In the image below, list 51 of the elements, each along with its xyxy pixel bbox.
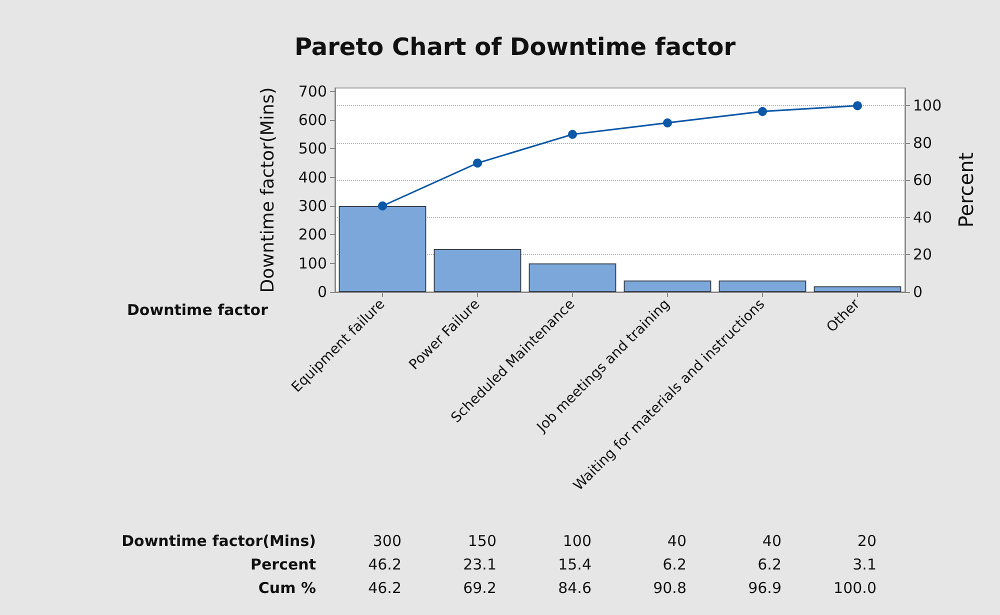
text: Percent [250,556,316,574]
y-tick-label: 400 [298,168,327,186]
data-label: 84.6 [558,579,592,597]
point [663,118,672,128]
bar [528,263,616,292]
bar [338,206,426,292]
data-label: 40 [667,532,686,550]
y2-tick-label: 80 [913,134,932,152]
y2-tick-label: 20 [913,246,932,264]
bar [624,280,712,292]
bar [434,249,522,292]
point [853,101,862,110]
data-label: 300 [372,532,402,550]
text: 6.2 [758,556,782,574]
data-label: 90.8 [653,579,686,597]
data-label: 100.0 [834,579,876,597]
bar [718,280,806,292]
y-tick-label: 500 [298,140,327,158]
text: Downtime factor(Mins) [122,532,316,550]
text: 23.1 [463,556,496,574]
point [378,201,387,210]
y2-tick-label: 100 [913,96,942,115]
y-axis-title: Downtime factor(Mins) [258,87,278,293]
y2-tick-label: 0 [913,283,923,301]
data-label: 69.2 [463,579,496,597]
point [473,158,482,168]
text: 46.2 [368,556,402,574]
y-tick-label: 300 [298,197,327,216]
chart-title: Pareto Chart of Downtime factor [294,33,736,61]
point [568,130,577,139]
data-label: 96.9 [748,579,782,597]
data-label: 150 [468,532,496,550]
text: 3.1 [852,556,876,574]
y2-axis-title: Percent [954,152,978,228]
text: Cum % [258,579,316,597]
x-axis-title: Downtime factor [126,301,269,319]
data-label: 40 [762,532,782,550]
y-tick-label: 0 [317,283,327,301]
point [758,106,767,116]
y2-tick-label: 40 [913,208,932,226]
data-label: 20 [857,532,876,550]
y-tick-label: 600 [298,111,327,130]
y-tick-label: 700 [298,82,327,100]
text: 15.4 [558,556,592,574]
y-tick-label: 200 [298,226,327,244]
data-label: 46.2 [368,579,402,597]
y2-tick-label: 60 [913,171,932,190]
text: 6.2 [662,556,686,574]
y-tick-label: 100 [298,254,327,272]
bar [814,286,902,292]
data-label: 100 [562,532,592,550]
